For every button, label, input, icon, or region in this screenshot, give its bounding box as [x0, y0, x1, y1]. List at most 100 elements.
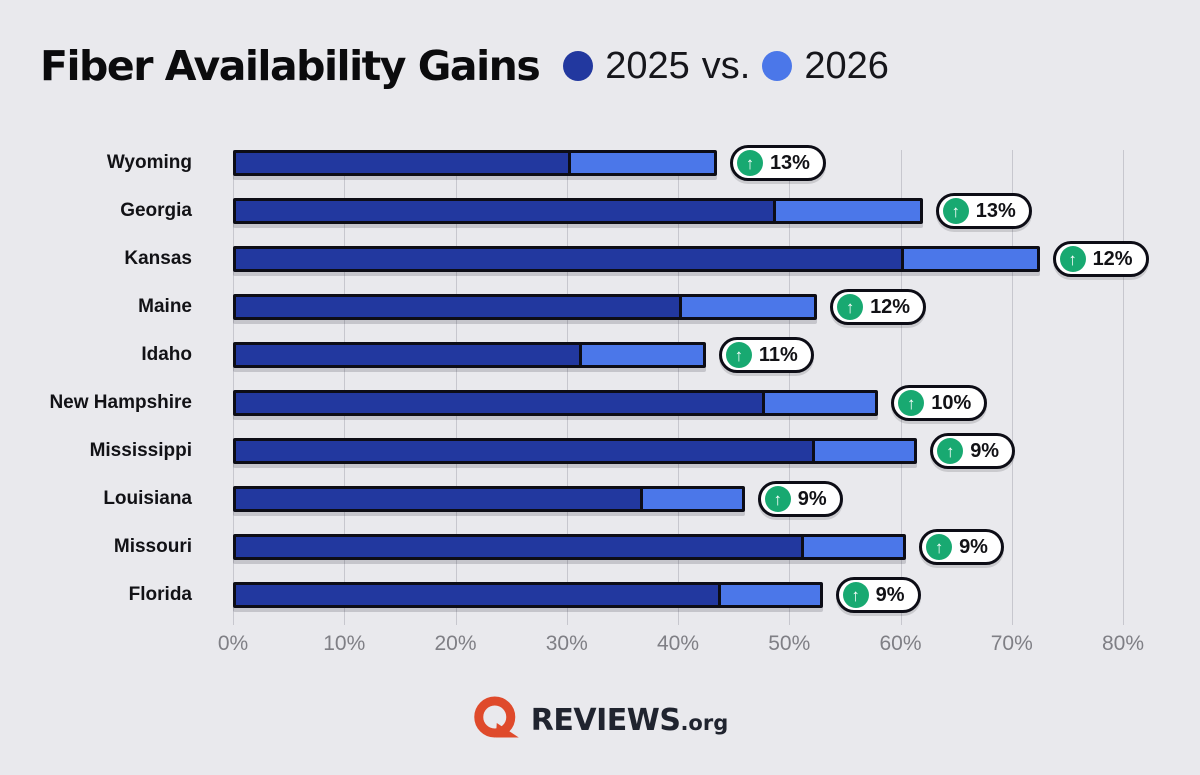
gain-value: 12% — [870, 295, 911, 318]
gain-value: 9% — [959, 535, 988, 558]
chart-row: Florida ↑ 9% — [0, 577, 1200, 613]
footer-logo: REVIEWS .org — [472, 694, 728, 746]
reviews-logo-icon — [474, 696, 519, 738]
category-label: Idaho — [141, 344, 192, 365]
gridline — [1123, 150, 1124, 625]
bar — [233, 486, 745, 512]
bar-segment-2025 — [236, 345, 582, 365]
x-tick-label: 0% — [217, 632, 249, 655]
x-tick-label: 70% — [990, 632, 1033, 655]
bar — [233, 150, 717, 176]
chart-row: New Hampshire ↑ 10% — [0, 385, 1200, 421]
chart-row: Kansas ↑ 12% — [0, 241, 1200, 277]
category-label: Maine — [138, 296, 192, 317]
bar-segment-2025 — [236, 249, 905, 269]
gain-value: 10% — [931, 391, 972, 414]
legend-label-2025: 2025 — [605, 44, 690, 87]
up-arrow-icon: ↑ — [937, 438, 964, 464]
category-label: Kansas — [124, 248, 192, 269]
chart-title: Fiber Availability Gains — [40, 42, 541, 90]
chart-row: Louisiana ↑ 9% — [0, 481, 1200, 517]
chart-row: Mississippi ↑ 9% — [0, 433, 1200, 469]
brand-text: REVIEWS .org — [531, 703, 728, 738]
up-arrow-icon: ↑ — [1059, 246, 1086, 272]
gridline — [455, 150, 457, 625]
up-arrow-icon: ↑ — [842, 582, 869, 608]
up-arrow-icon: ↑ — [837, 294, 864, 320]
bar-segment-2025 — [236, 297, 682, 317]
up-arrow-icon: ↑ — [725, 342, 752, 368]
bar — [233, 438, 918, 464]
bar-segment-2025 — [236, 585, 721, 605]
chart-row: Wyoming ↑ 13% — [0, 145, 1200, 181]
gain-value: 11% — [758, 343, 798, 366]
gain-value: 12% — [1092, 247, 1133, 270]
bar — [233, 342, 706, 368]
x-tick-label: 20% — [434, 632, 477, 655]
x-tick-label: 40% — [656, 632, 700, 655]
chart-row: Georgia ↑ 13% — [0, 193, 1200, 229]
category-label: Wyoming — [106, 152, 192, 173]
category-label: Georgia — [120, 200, 192, 221]
brand-name: REVIEWS — [530, 702, 681, 738]
gain-badge: ↑ 9% — [930, 433, 1016, 469]
gain-badge: ↑ 9% — [835, 577, 921, 613]
bar-segment-2025 — [236, 393, 766, 413]
up-arrow-icon: ↑ — [736, 150, 763, 176]
bar-segment-2025 — [236, 441, 815, 461]
bar — [233, 534, 907, 560]
category-label: Florida — [128, 584, 192, 605]
category-label: Mississippi — [89, 440, 192, 461]
chart-row: Maine ↑ 12% — [0, 289, 1200, 325]
gain-badge: ↑ 13% — [935, 193, 1032, 229]
bar-segment-2025 — [236, 201, 777, 221]
category-label: New Hampshire — [49, 392, 192, 413]
gain-badge: ↑ 11% — [718, 337, 814, 373]
legend-dot-2025-icon — [563, 51, 594, 81]
gridline — [789, 150, 791, 625]
gain-value: 9% — [970, 439, 1000, 462]
gain-badge: ↑ 10% — [891, 385, 988, 421]
bar — [233, 198, 923, 224]
bar — [233, 294, 818, 320]
legend-separator: vs. — [701, 44, 751, 87]
up-arrow-icon: ↑ — [898, 390, 925, 416]
chart-legend: 2025 vs. 2026 — [563, 45, 889, 88]
bar-segment-2025 — [236, 489, 643, 509]
gain-badge: ↑ 13% — [729, 145, 826, 181]
gain-badge: ↑ 9% — [919, 529, 1004, 565]
chart-row: Idaho ↑ 11% — [0, 337, 1200, 373]
legend-dot-2026-icon — [762, 51, 793, 81]
gain-badge: ↑ 9% — [757, 481, 843, 517]
bar — [233, 582, 823, 608]
category-label: Louisiana — [103, 488, 192, 509]
brand-suffix: .org — [680, 710, 729, 735]
x-tick-label: 30% — [545, 632, 588, 655]
gridline — [566, 150, 568, 625]
up-arrow-icon: ↑ — [764, 486, 791, 512]
bar-segment-2025 — [236, 153, 572, 173]
bar-segment-2025 — [236, 537, 804, 557]
gridline — [1011, 150, 1013, 625]
gain-value: 9% — [797, 487, 827, 510]
gain-value: 13% — [769, 151, 810, 174]
gain-badge: ↑ 12% — [1052, 241, 1149, 277]
chart-row: Missouri ↑ 9% — [0, 529, 1200, 565]
chart-header: Fiber Availability Gains 2025 vs. 2026 — [40, 42, 889, 90]
x-tick-label: 10% — [323, 632, 366, 655]
gain-badge: ↑ 12% — [830, 289, 927, 325]
gridline — [233, 150, 234, 625]
up-arrow-icon: ↑ — [942, 198, 969, 224]
legend-label-2026: 2026 — [804, 44, 889, 87]
x-tick-label: 50% — [768, 632, 811, 655]
x-tick-label: 80% — [1101, 632, 1145, 655]
gridline — [344, 150, 346, 625]
x-tick-label: 60% — [879, 632, 922, 655]
bar — [233, 390, 879, 416]
up-arrow-icon: ↑ — [926, 534, 953, 560]
category-label: Missouri — [113, 536, 192, 557]
gain-value: 9% — [875, 583, 905, 606]
bar — [233, 246, 1040, 272]
